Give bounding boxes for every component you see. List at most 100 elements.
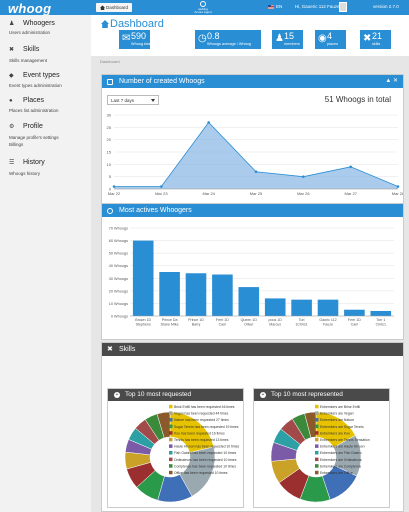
plus-circle-icon: + xyxy=(114,392,120,398)
page-title: Dashboard xyxy=(110,18,164,30)
stat-places[interactable]: ◉ 4 places xyxy=(315,30,346,49)
data-point xyxy=(254,170,258,174)
center-logo-line1: weblog xyxy=(198,7,208,11)
legend-entry: Vegan has been requested 44 times xyxy=(174,412,229,416)
skills-panel: ✖ Skills + Top 10 most requested Brisk Enf… xyxy=(101,342,404,512)
data-point xyxy=(302,175,305,178)
actives-bar-chart: 0 Whoogs 10 Whoogs 20 Whoogs 30 Whoogs 40 Wh… xyxy=(109,227,394,327)
user-greeting[interactable]: Hi, Gaoeric 112 Fauze xyxy=(295,4,340,9)
x-tick-label: Gaoric 112 Fauze xyxy=(319,318,336,327)
legend-entry: Office has been requested 10 times xyxy=(174,471,228,475)
stat-members[interactable]: ♟ 15 members xyxy=(272,30,303,49)
bar xyxy=(132,240,154,316)
represented-panel-header: + Top 10 most represented xyxy=(254,389,389,401)
sidebar: ♟ Whoogers Users administration ✖ Skills… xyxy=(0,15,91,512)
legend-swatch xyxy=(169,424,173,429)
stat-value: 15 xyxy=(284,31,295,41)
legend-swatch xyxy=(315,451,319,455)
actives-panel-title: Most actives Whoogers xyxy=(119,207,192,214)
list-icon: ☰ xyxy=(9,160,15,166)
x-tick-label: Mar 24 xyxy=(202,191,215,196)
period-value: Last 7 days xyxy=(111,98,135,103)
y-tick-label: 0 Whoogs xyxy=(111,315,128,319)
breadcrumb[interactable]: Dashboard xyxy=(100,59,120,64)
legend-entry: Enbemkers are Kou xyxy=(320,431,350,435)
us-flag-icon xyxy=(268,4,274,9)
legend-entry: Brisk Enfill has been requested 46 times xyxy=(174,405,235,409)
sidebar-item-title: Places xyxy=(23,97,45,104)
avatar[interactable] xyxy=(339,2,347,12)
requested-panel-title: Top 10 most requested xyxy=(125,391,192,398)
whoogs-panel: Number of created Whoogs ▲ ✕ Last 7 days … xyxy=(101,74,404,204)
bar xyxy=(291,299,312,316)
chat-icon: ✉ xyxy=(122,33,131,44)
sidebar-item-title: Event types xyxy=(23,72,60,79)
bar xyxy=(185,273,207,316)
language-label: EN xyxy=(276,4,283,9)
center-logo: weblog Amore Agent xyxy=(188,1,218,14)
represented-panel: + Top 10 most represented Enbemkers are B… xyxy=(253,388,390,508)
x-tick-label: Queen 1D Oliver xyxy=(241,318,258,327)
stat-label: Whoog total xyxy=(131,42,152,46)
legend-swatch xyxy=(169,411,173,415)
bar xyxy=(212,274,233,316)
data-point xyxy=(349,165,352,169)
data-point xyxy=(160,185,163,188)
legend-swatch xyxy=(169,470,173,475)
y-tick-label: 70 Whoogs xyxy=(109,227,128,231)
x-tick-label: Mar 27 xyxy=(344,191,357,196)
legend-swatch xyxy=(315,444,319,448)
whoogs-total: 51 Whoogs in total xyxy=(324,95,391,104)
x-tick-label: Mar 22 xyxy=(108,191,121,196)
bar xyxy=(344,309,365,316)
legend-swatch xyxy=(315,470,319,475)
legend-entry: Enbemkers are Haute Hivoon xyxy=(320,445,365,449)
legend-entry: Enbemkers are Comptence xyxy=(320,464,361,468)
sidebar-item-title: Profile xyxy=(23,123,43,130)
y-tick-label: 30 Whoogs xyxy=(109,277,128,281)
stat-skills[interactable]: ✖ 21 skills xyxy=(360,30,391,49)
legend-swatch xyxy=(169,444,173,448)
legend-swatch xyxy=(315,418,319,422)
y-tick-label: 25 xyxy=(107,125,112,130)
bar xyxy=(370,310,392,316)
bar xyxy=(317,299,339,316)
dashboard-nav-label: Dashboard xyxy=(106,5,129,10)
users-icon: ♟ xyxy=(9,21,15,27)
stat-label: Whoogs average / Whoog xyxy=(207,42,251,46)
data-point xyxy=(396,185,400,188)
sidebar-item-sub: Event types administration xyxy=(9,83,62,88)
stat-whoogs-average[interactable]: ◷ 0.8 Whoogs average / Whoog xyxy=(195,30,261,49)
period-dropdown[interactable]: Last 7 days xyxy=(107,95,159,105)
stat-whoog-total[interactable]: ✉ 590 Whoog total xyxy=(119,30,152,49)
legend-swatch xyxy=(315,457,319,462)
sidebar-item-title: Skills xyxy=(23,46,40,53)
stat-value: 4 xyxy=(327,31,333,41)
legend-entry: Ordinateurs has been requested 10 times xyxy=(174,458,237,462)
top-bar: whoog Dashboard weblog Amore Agent EN Hi,… xyxy=(0,0,409,16)
caret-down-icon xyxy=(151,99,155,102)
legend-entry: Enbemkers are Ordinateurs xyxy=(320,458,362,462)
bar xyxy=(238,287,260,316)
language-selector[interactable]: EN xyxy=(268,4,282,9)
legend-entry: Enbemkers are Vegan xyxy=(320,412,354,416)
legend-swatch xyxy=(169,457,173,462)
wrench-icon: ✖ xyxy=(363,33,372,44)
bar xyxy=(264,298,286,316)
legend-entry: Haute Hivoon has been requested 10 times xyxy=(174,445,240,449)
legend-entry: Kou has been requested 16 times xyxy=(174,431,225,435)
dashboard-nav-button[interactable]: Dashboard xyxy=(96,3,133,12)
app-logo[interactable]: whoog xyxy=(8,1,52,16)
y-tick-label: 15 xyxy=(107,150,112,155)
sidebar-item-billings[interactable]: Billings xyxy=(9,142,24,147)
panel-controls[interactable]: ▲ ✕ xyxy=(385,78,398,84)
x-tick-label: Ferri 1D Cam xyxy=(348,318,361,327)
legend-entry: Comptence has been requested 10 times xyxy=(174,464,236,468)
legend-entry: Enbemkers are Nature xyxy=(320,418,354,422)
x-tick-label: Tori 1Chris1 xyxy=(295,318,307,327)
legend-swatch xyxy=(169,418,173,422)
sidebar-item-sub: Whoogs history xyxy=(9,171,41,176)
requested-panel-header: + Top 10 most requested xyxy=(108,389,243,401)
requested-donut-chart: Brisk Enfill has been requested 46 times… xyxy=(124,404,240,503)
donut-slice xyxy=(156,411,171,439)
